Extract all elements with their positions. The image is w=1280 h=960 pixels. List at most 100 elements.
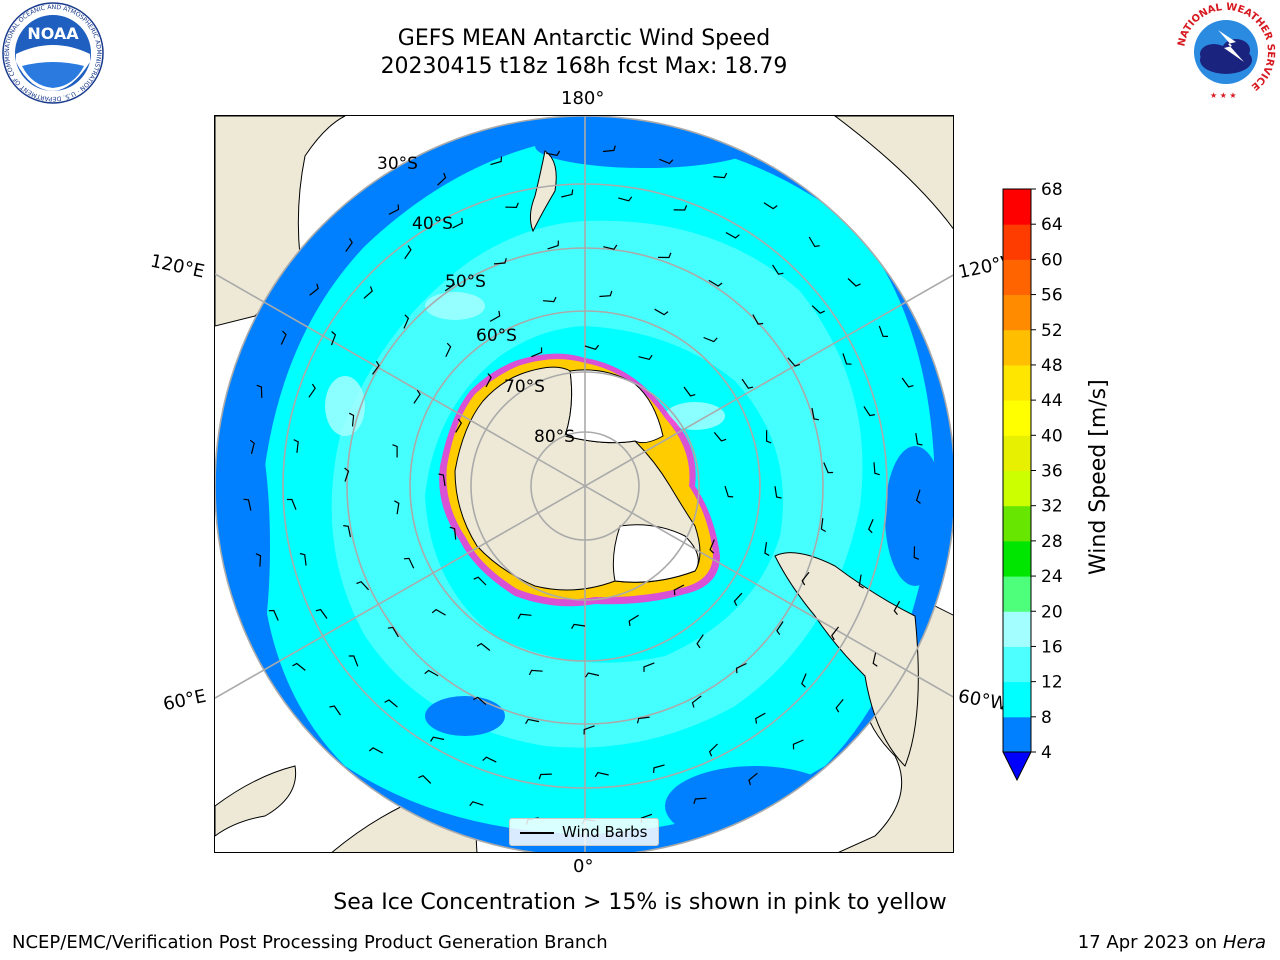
colorbar-tick-label: 60 bbox=[1041, 250, 1063, 270]
wind-barb bbox=[517, 613, 532, 620]
wind-barb bbox=[413, 389, 421, 404]
wind-barb bbox=[657, 252, 672, 259]
colorbar-tick-label: 24 bbox=[1041, 567, 1063, 587]
wind-barb bbox=[628, 614, 639, 627]
wind-barb bbox=[430, 736, 445, 742]
footer-date: 17 Apr 2023 on Hera bbox=[1078, 932, 1266, 953]
lat-label-30s: 30°S bbox=[377, 154, 418, 174]
wind-barb bbox=[901, 377, 914, 388]
wind-barb bbox=[243, 498, 252, 511]
footer-host: Hera bbox=[1222, 932, 1266, 953]
chart-title: GEFS MEAN Antarctic Wind Speed bbox=[397, 26, 771, 51]
wind-barb bbox=[404, 245, 412, 260]
colorbar-tick-label: 12 bbox=[1041, 673, 1063, 693]
wind-barb bbox=[733, 592, 743, 606]
wind-barb bbox=[372, 360, 380, 375]
wind-barb bbox=[384, 699, 398, 708]
wind-barb bbox=[654, 308, 669, 316]
wind-barb bbox=[469, 801, 484, 807]
wind-barb bbox=[653, 764, 665, 773]
sea-ice-note: Sea Ice Concentration > 15% is shown in … bbox=[333, 890, 947, 915]
lat-label-70s: 70°S bbox=[504, 377, 545, 397]
wind-barb bbox=[831, 626, 839, 641]
colorbar-bin bbox=[1003, 259, 1031, 296]
wind-barb bbox=[583, 725, 595, 735]
wind-barb bbox=[394, 500, 400, 515]
wind-barb bbox=[546, 150, 561, 156]
wind-barb bbox=[418, 774, 432, 784]
wind-barb bbox=[603, 244, 618, 250]
wind-barb bbox=[473, 696, 487, 706]
wind-barb bbox=[485, 373, 492, 388]
wind-barb bbox=[792, 739, 804, 750]
colorbar-bin bbox=[1003, 681, 1031, 718]
lon-label-180: 180° bbox=[561, 88, 605, 109]
colorbar-bin bbox=[1003, 505, 1031, 542]
wind-barb bbox=[842, 353, 852, 365]
wind-barb bbox=[693, 797, 707, 804]
wind-barb bbox=[801, 571, 810, 586]
wind-barb bbox=[872, 652, 878, 667]
wind-barb bbox=[584, 344, 600, 350]
colorbar-bin bbox=[1003, 576, 1031, 612]
lon-label-60e: 60°E bbox=[161, 685, 208, 716]
wind-barb bbox=[455, 418, 463, 433]
wind-barb bbox=[878, 325, 889, 337]
wind-barb bbox=[356, 580, 370, 591]
wind-barb bbox=[708, 743, 718, 757]
wind-barb bbox=[343, 525, 352, 538]
wind-barb bbox=[348, 655, 359, 667]
wind-barb bbox=[873, 462, 880, 476]
colorbar-title: Wind Speed [m/s] bbox=[1086, 379, 1111, 575]
wind-barb bbox=[249, 439, 255, 454]
wind-barb bbox=[636, 716, 650, 724]
wind-barb bbox=[542, 296, 557, 303]
wind-barb bbox=[490, 156, 503, 166]
wind-barb bbox=[735, 662, 747, 674]
lon-label-120e: 120°E bbox=[148, 250, 207, 283]
wind-barb bbox=[538, 773, 552, 780]
wind-barb bbox=[683, 386, 696, 397]
wind-barbs bbox=[243, 145, 923, 825]
colorbar-bin bbox=[1003, 224, 1031, 260]
wind-barb bbox=[823, 462, 834, 474]
wind-barb bbox=[348, 412, 355, 427]
wind-barb bbox=[618, 196, 633, 202]
colorbar-tick-label: 44 bbox=[1041, 391, 1063, 411]
wind-barb bbox=[345, 238, 353, 252]
map-frame: 30°S 40°S 50°S 60°S 70°S 80°S Wind Barbs bbox=[214, 115, 954, 853]
legend-swatch bbox=[520, 832, 554, 834]
wind-barb bbox=[585, 672, 600, 678]
wind-barb bbox=[599, 290, 613, 298]
wind-barb bbox=[811, 407, 820, 421]
wind-barb bbox=[709, 539, 715, 554]
wind-barb bbox=[703, 336, 718, 343]
wind-barb bbox=[444, 279, 455, 292]
lat-label-50s: 50°S bbox=[445, 272, 486, 292]
wind-barb bbox=[493, 258, 507, 265]
wind-barb bbox=[392, 444, 398, 458]
wind-barb bbox=[280, 330, 287, 345]
colorbar-tick-label: 32 bbox=[1041, 497, 1063, 517]
wind-barb bbox=[713, 172, 728, 179]
wind-barb bbox=[388, 204, 400, 215]
wind-barb bbox=[368, 747, 384, 754]
colorbar-tick-label: 16 bbox=[1041, 637, 1063, 657]
wind-barb bbox=[489, 310, 501, 322]
nws-logo: NATIONAL WEATHER SERVICE ★ ★ ★ bbox=[1174, 0, 1278, 104]
wind-barb bbox=[482, 756, 497, 763]
footer-credit: NCEP/EMC/Verification Post Processing Pr… bbox=[12, 932, 608, 953]
wind-barb bbox=[315, 608, 328, 619]
wind-barb bbox=[741, 378, 754, 389]
wind-barb bbox=[403, 557, 415, 569]
wind-barb bbox=[811, 305, 825, 314]
wind-barb bbox=[330, 331, 337, 346]
wind-barb bbox=[696, 634, 704, 649]
wind-barb bbox=[691, 695, 702, 708]
wind-barb bbox=[913, 546, 920, 560]
wind-barb bbox=[713, 432, 727, 442]
colorbar-tick-label: 4 bbox=[1041, 743, 1052, 763]
colorbar-bin bbox=[1003, 189, 1031, 225]
wind-barb bbox=[602, 145, 616, 153]
wind-barb bbox=[505, 202, 519, 209]
